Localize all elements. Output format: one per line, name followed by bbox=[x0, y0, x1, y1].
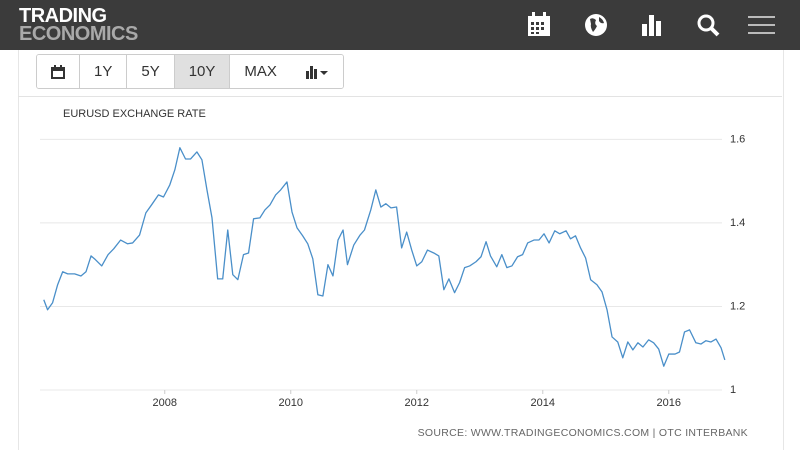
toolbar: 1Y 5Y 10Y MAX bbox=[36, 54, 344, 89]
content-frame bbox=[18, 50, 784, 450]
logo[interactable]: TRADING ECONOMICS bbox=[19, 5, 138, 45]
top-bar: TRADING ECONOMICS bbox=[0, 0, 800, 50]
menu-icon[interactable] bbox=[748, 14, 776, 36]
range-button[interactable]: 1Y bbox=[80, 55, 128, 88]
range-buttons: 1Y 5Y 10Y MAX bbox=[80, 55, 291, 88]
calendar-icon[interactable] bbox=[527, 12, 551, 38]
calendar-icon bbox=[51, 64, 65, 79]
range-button[interactable]: 10Y bbox=[174, 55, 231, 88]
calendar-button[interactable] bbox=[37, 55, 80, 88]
globe-icon[interactable] bbox=[584, 12, 608, 38]
divider bbox=[18, 96, 782, 97]
logo-text: ECONOMICS bbox=[19, 23, 138, 45]
chart-icon[interactable] bbox=[640, 12, 664, 38]
chart-type-button[interactable] bbox=[290, 55, 343, 88]
logo-text: TRADING bbox=[19, 5, 107, 27]
chart-type-icon bbox=[305, 65, 328, 79]
range-button[interactable]: 5Y bbox=[127, 55, 175, 88]
search-icon[interactable] bbox=[696, 12, 720, 38]
range-button[interactable]: MAX bbox=[230, 55, 291, 88]
